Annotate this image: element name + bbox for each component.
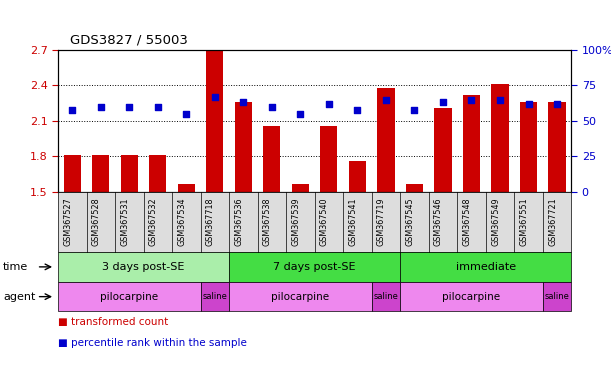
Text: GSM367721: GSM367721 bbox=[548, 197, 557, 246]
Text: saline: saline bbox=[544, 292, 569, 301]
Bar bbox=[149, 155, 166, 192]
Bar bbox=[121, 155, 138, 192]
Text: GSM367536: GSM367536 bbox=[235, 197, 243, 246]
Point bbox=[409, 106, 419, 113]
Text: GSM367541: GSM367541 bbox=[348, 197, 357, 246]
Point bbox=[524, 101, 533, 107]
Text: GSM367545: GSM367545 bbox=[406, 197, 414, 246]
Text: GSM367539: GSM367539 bbox=[291, 197, 301, 246]
Bar bbox=[463, 95, 480, 192]
Text: GSM367718: GSM367718 bbox=[206, 197, 215, 246]
Text: agent: agent bbox=[3, 291, 35, 302]
Bar bbox=[549, 102, 566, 192]
Text: pilocarpine: pilocarpine bbox=[100, 291, 158, 302]
Bar bbox=[378, 88, 395, 192]
Bar bbox=[520, 102, 537, 192]
Bar bbox=[207, 50, 224, 192]
Point bbox=[181, 111, 191, 117]
Text: pilocarpine: pilocarpine bbox=[271, 291, 329, 302]
Text: GSM367531: GSM367531 bbox=[120, 197, 130, 246]
Point bbox=[96, 104, 106, 110]
Text: GSM367548: GSM367548 bbox=[463, 197, 472, 246]
Point bbox=[353, 106, 362, 113]
Text: ■ percentile rank within the sample: ■ percentile rank within the sample bbox=[58, 338, 247, 348]
Point bbox=[296, 111, 306, 117]
Point bbox=[67, 106, 77, 113]
Text: GSM367532: GSM367532 bbox=[149, 197, 158, 246]
Bar bbox=[491, 84, 508, 192]
Text: GSM367719: GSM367719 bbox=[377, 197, 386, 246]
Bar bbox=[178, 184, 195, 192]
Bar bbox=[92, 155, 109, 192]
Bar bbox=[406, 184, 423, 192]
Point bbox=[467, 97, 477, 103]
Bar bbox=[263, 126, 280, 192]
Point bbox=[267, 104, 277, 110]
Text: GSM367528: GSM367528 bbox=[92, 197, 101, 246]
Text: GSM367546: GSM367546 bbox=[434, 197, 443, 246]
Point bbox=[552, 101, 562, 107]
Text: ■ transformed count: ■ transformed count bbox=[58, 317, 168, 327]
Bar bbox=[64, 155, 81, 192]
Bar bbox=[434, 108, 452, 192]
Text: immediate: immediate bbox=[456, 262, 516, 272]
Bar bbox=[320, 126, 337, 192]
Text: pilocarpine: pilocarpine bbox=[442, 291, 500, 302]
Text: GSM367540: GSM367540 bbox=[320, 197, 329, 246]
Point bbox=[153, 104, 163, 110]
Text: GSM367534: GSM367534 bbox=[177, 197, 186, 246]
Point bbox=[324, 101, 334, 107]
Point bbox=[381, 97, 391, 103]
Point bbox=[125, 104, 134, 110]
Text: 3 days post-SE: 3 days post-SE bbox=[103, 262, 185, 272]
Bar bbox=[292, 184, 309, 192]
Bar bbox=[235, 102, 252, 192]
Point bbox=[238, 99, 248, 106]
Point bbox=[210, 94, 220, 100]
Text: GSM367551: GSM367551 bbox=[519, 197, 529, 246]
Point bbox=[438, 99, 448, 106]
Text: saline: saline bbox=[373, 292, 398, 301]
Point bbox=[495, 97, 505, 103]
Text: GSM367549: GSM367549 bbox=[491, 197, 500, 246]
Text: 7 days post-SE: 7 days post-SE bbox=[273, 262, 356, 272]
Text: GSM367538: GSM367538 bbox=[263, 197, 272, 246]
Text: GSM367527: GSM367527 bbox=[64, 197, 72, 246]
Text: GDS3827 / 55003: GDS3827 / 55003 bbox=[70, 33, 188, 46]
Bar bbox=[349, 161, 366, 192]
Text: saline: saline bbox=[202, 292, 227, 301]
Text: time: time bbox=[3, 262, 28, 272]
